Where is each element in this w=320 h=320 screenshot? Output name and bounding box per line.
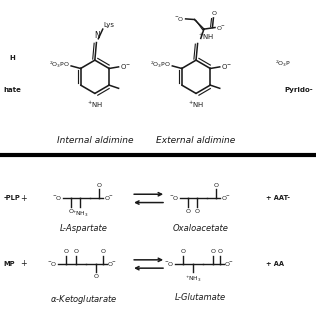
Text: N: N <box>94 31 100 40</box>
Text: O: O <box>195 209 199 214</box>
Text: O: O <box>213 182 219 188</box>
Text: +: + <box>20 260 27 268</box>
Text: O$^{-}$: O$^{-}$ <box>225 260 235 268</box>
Text: L-Glutamate: L-Glutamate <box>175 293 226 302</box>
Text: O$^{-}$: O$^{-}$ <box>108 260 118 268</box>
Text: hate: hate <box>3 87 21 92</box>
Text: O: O <box>212 11 217 16</box>
Text: $^{-}$O: $^{-}$O <box>174 15 185 23</box>
Text: O$^{-}$: O$^{-}$ <box>104 195 114 203</box>
Text: L-Aspartate: L-Aspartate <box>60 224 108 233</box>
Text: $^{2}$O$_{3}$PO: $^{2}$O$_{3}$PO <box>150 60 171 70</box>
Text: O$^{-}$: O$^{-}$ <box>120 62 131 71</box>
Text: O: O <box>100 249 105 254</box>
Text: +: + <box>20 194 27 203</box>
Text: External aldimine: External aldimine <box>156 136 236 145</box>
Text: $^{-}$O: $^{-}$O <box>52 195 62 203</box>
Text: + AAT-: + AAT- <box>266 196 290 201</box>
Text: O: O <box>96 182 101 188</box>
Text: $^{2}$O$_{3}$PO: $^{2}$O$_{3}$PO <box>49 60 70 70</box>
Text: $^{-}$O: $^{-}$O <box>164 260 174 268</box>
Text: O: O <box>68 209 74 214</box>
Text: -PLP: -PLP <box>3 196 20 201</box>
Text: $^{+}$NH: $^{+}$NH <box>87 99 103 109</box>
Text: O: O <box>93 274 98 279</box>
Text: $^{2}$O$_{3}$P: $^{2}$O$_{3}$P <box>275 59 292 69</box>
Text: O$^{-}$: O$^{-}$ <box>216 23 226 31</box>
Text: MP: MP <box>3 261 15 267</box>
Text: $^{+}$NH: $^{+}$NH <box>198 32 214 42</box>
Text: $^{+}$NH$_{3}$: $^{+}$NH$_{3}$ <box>72 209 88 219</box>
Text: Pyrido-: Pyrido- <box>284 87 313 92</box>
Text: $^{-}$O: $^{-}$O <box>47 260 58 268</box>
Text: Oxaloacetate: Oxaloacetate <box>173 224 229 233</box>
Text: O$^{-}$: O$^{-}$ <box>221 195 231 203</box>
Text: Lys: Lys <box>104 22 115 28</box>
Text: $^{+}$NH$_{3}$: $^{+}$NH$_{3}$ <box>185 274 201 284</box>
Text: Internal aldimine: Internal aldimine <box>57 136 133 145</box>
Text: O: O <box>186 209 191 214</box>
Text: + AA: + AA <box>266 261 284 267</box>
Text: O: O <box>217 249 222 254</box>
Text: O: O <box>181 249 186 254</box>
Text: O: O <box>64 249 69 254</box>
Text: O: O <box>73 249 78 254</box>
Text: O: O <box>210 249 215 254</box>
Text: $^{-}$O: $^{-}$O <box>169 195 179 203</box>
Text: H: H <box>10 55 15 60</box>
Text: O$^{-}$: O$^{-}$ <box>221 62 232 71</box>
Text: $^{+}$NH: $^{+}$NH <box>188 99 204 109</box>
Text: $\alpha$-Ketoglutarate: $\alpha$-Ketoglutarate <box>50 293 117 306</box>
